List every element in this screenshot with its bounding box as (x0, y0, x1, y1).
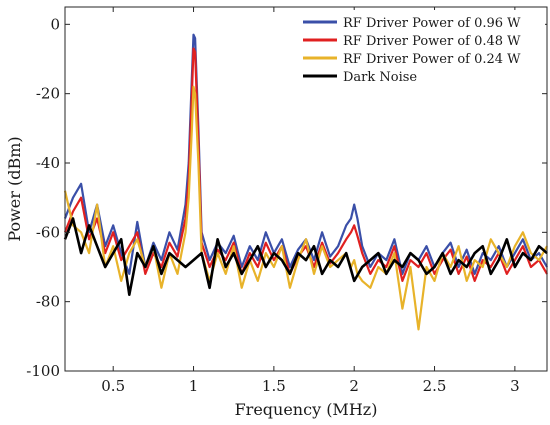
y-tick-label: -20 (36, 85, 60, 103)
legend-label: RF Driver Power of 0.24 W (343, 52, 521, 67)
legend-label: Dark Noise (343, 70, 417, 85)
legend-box (297, 10, 545, 90)
legend-label: RF Driver Power of 0.48 W (343, 34, 521, 49)
plot-area-frame (64, 6, 548, 372)
x-tick-label: 0.5 (101, 377, 125, 395)
y-tick-label: -80 (36, 293, 60, 311)
legend-label: RF Driver Power of 0.96 W (343, 16, 521, 31)
series-layer (63, 33, 548, 331)
x-tick-label: 1.5 (262, 377, 286, 395)
x-tick-label: 3 (510, 377, 520, 395)
legend: RF Driver Power of 0.96 W RF Driver Power… (297, 10, 545, 90)
y-tick-label: 0 (50, 15, 60, 33)
y-tick-label: -100 (26, 362, 60, 380)
series-line-4 (63, 217, 548, 297)
ticks-layer (65, 7, 547, 372)
y-axis-label: Power (dBm) (5, 136, 24, 241)
x-axis-label: Frequency (MHz) (235, 400, 378, 419)
tick-labels-layer: 0.5 1 1.5 2 2.5 3 0 -20 -40 -60 -80 -100 (26, 15, 519, 395)
x-tick-label: 2 (349, 377, 359, 395)
y-tick-label: -60 (36, 223, 60, 241)
y-tick-label: -40 (36, 154, 60, 172)
x-tick-label: 1 (189, 377, 199, 395)
x-tick-label: 2.5 (423, 377, 447, 395)
series-line-1 (63, 33, 548, 275)
